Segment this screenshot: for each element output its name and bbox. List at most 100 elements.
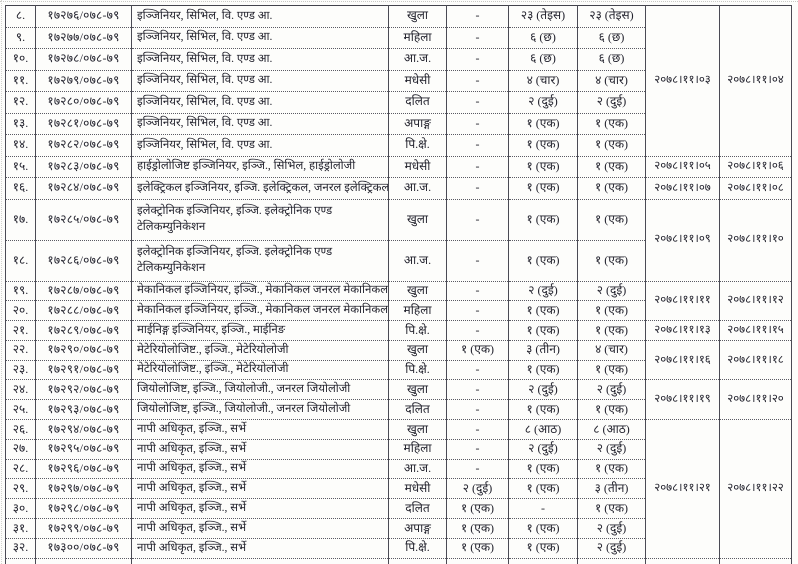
cell-quota-total: २३ (तेइस): [577, 5, 646, 28]
cell-category: पि.क्षे.: [388, 320, 447, 341]
cell-quota-b: ३ (तीन): [508, 339, 578, 361]
cell-serial-number: १२.: [5, 91, 36, 114]
table-row: १०. १७२७८/०७८-७९ इञ्जिनियर, सिभिल, वि. एण्…: [5, 48, 792, 71]
cell-exam-date-1: २०७८।११।१६: [645, 339, 720, 381]
cell-advert-number: १७२९३/०७८-७९: [35, 399, 132, 421]
cell-position-title: मेकानिकल इञ्जिनियर, इञ्जि., मेकानिकल जनर…: [131, 280, 389, 302]
cell-position-title: मेकानिकल इञ्जिनियर, इञ्जि., मेकानिकल जनर…: [131, 300, 389, 322]
cell-quota-b: १ (एक): [508, 300, 578, 322]
cell-serial-number: ९.: [5, 26, 36, 49]
cell-quota-b: १ (एक): [508, 458, 578, 480]
cell-exam-date-2: २०७८।११।१५: [719, 320, 792, 341]
scan-gridline-left: [1, 0, 2, 564]
cell-quota-b: ६ (छ): [508, 48, 578, 71]
cell-position-title: नापी अधिकृत, इञ्जि., सर्भे: [131, 458, 389, 480]
cell-quota-b: १ (एक): [508, 399, 578, 421]
cell-exam-date-1: २०७८।११।११: [645, 280, 720, 322]
cell-serial-number: २५.: [5, 399, 36, 421]
cell-empty: [35, 557, 132, 564]
table-row: २०. १७२८८/०७८-७९ मेकानिकल इञ्जिनियर, इञ्जि…: [5, 300, 792, 322]
cell-quota-a: -: [446, 320, 509, 341]
cell-serial-number: ११.: [5, 69, 36, 92]
cell-quota-b: २ (दुई): [508, 438, 578, 460]
cell-serial-number: १८.: [5, 239, 36, 282]
cell-quota-total: १ (एक): [577, 198, 646, 241]
cell-quota-b: २ (दुई): [508, 280, 578, 302]
cell-position-title: नापी अधिकृत, इञ्जि., सर्भे: [131, 478, 389, 500]
cell-quota-a: -: [446, 5, 509, 28]
table-row: ३२. १७३००/०७८-७९ नापी अधिकृत, इञ्जि., सर्भ…: [5, 537, 792, 559]
cell-empty: [577, 557, 646, 564]
cell-quota-total: १ (एक): [577, 134, 646, 157]
table-row: १८. १७२८६/०७८-७९ इलेक्ट्रोनिक इञ्जिनियर, इ…: [5, 239, 792, 282]
cell-position-title: नापी अधिकृत, इञ्जि., सर्भे: [131, 498, 389, 520]
cell-exam-date-2: २०७८।११।२२: [719, 419, 792, 559]
cell-category: दलित: [388, 91, 447, 114]
cell-serial-number: १६.: [5, 177, 36, 200]
cell-quota-total: १ (एक): [577, 112, 646, 135]
cell-advert-number: १७२९६/०७८-७९: [35, 458, 132, 480]
cell-position-title: हाईड्रोलोजिष्ट इञ्जिनियर, इञ्जि., सिभिल,…: [131, 155, 389, 178]
cell-category: मधेसी: [388, 69, 447, 92]
table-row: २२. १७२९०/०७८-७९ मेटेरियोलोजिष्ट., इञ्जि.,…: [5, 339, 792, 381]
vacancy-table-body: ८. १७२७६/०७८-७९ इञ्जिनियर, सिभिल, वि. एण्ड…: [5, 5, 792, 564]
cell-quota-a: १ (एक): [446, 518, 509, 539]
cell-quota-a: -: [446, 48, 509, 71]
cell-category: खुला: [388, 5, 447, 28]
cell-position-title: इलेक्ट्रोनिक इञ्जिनियर, इञ्जि. इलेक्ट्रो…: [131, 239, 389, 282]
cell-category: खुला: [388, 339, 447, 361]
cell-quota-a: -: [446, 239, 509, 282]
scan-gridline-top: [0, 1, 798, 2]
cell-exam-date-2: २०७८।११।०४: [719, 5, 792, 157]
cell-position-title: इञ्जिनियर, सिभिल, वि. एण्ड आ.: [131, 26, 389, 49]
cell-position-title: नापी अधिकृत, इञ्जि., सर्भे: [131, 438, 389, 460]
cell-quota-b: १ (एक): [508, 478, 578, 500]
cell-empty: [645, 557, 720, 564]
cell-advert-number: १७२७९/०७८-७९: [35, 69, 132, 92]
cell-advert-number: १७२८५/०७८-७९: [35, 198, 132, 241]
cell-quota-total: २ (दुई): [577, 438, 646, 460]
cell-advert-number: १७२९५/०७८-७९: [35, 438, 132, 460]
cell-serial-number: १७.: [5, 198, 36, 241]
cell-quota-b: १ (एक): [508, 359, 578, 381]
cell-quota-b: ४ (चार): [508, 69, 578, 92]
cell-empty: [5, 557, 36, 564]
table-row: १४. १७२८२/०७८-७९ इञ्जिनियर, सिभिल, वि. एण्…: [5, 134, 792, 157]
cell-exam-date-1: २०७८।११।०५: [645, 155, 720, 178]
cell-position-title: इञ्जिनियर, सिभिल, वि. एण्ड आ.: [131, 91, 389, 114]
cell-advert-number: १७२९७/०७८-७९: [35, 478, 132, 500]
cell-serial-number: २४.: [5, 379, 36, 401]
table-row: ३१. १७२९९/०७८-७९ नापी अधिकृत, इञ्जि., सर्भ…: [5, 518, 792, 539]
cell-exam-date-1: २०७८।११।२१: [645, 419, 720, 559]
table-row: २७. १७२९५/०७८-७९ नापी अधिकृत, इञ्जि., सर्भ…: [5, 438, 792, 460]
cell-quota-b: २ (दुई): [508, 379, 578, 401]
cell-exam-date-2: २०७८।११।१२: [719, 280, 792, 322]
cell-quota-total: ६ (छ): [577, 26, 646, 49]
cell-serial-number: २२.: [5, 339, 36, 361]
table-row: २६. १७२९४/०७८-७९ नापी अधिकृत, इञ्जि., सर्भ…: [5, 419, 792, 559]
cell-quota-a: २ (दुई): [446, 478, 509, 500]
cell-serial-number: १३.: [5, 112, 36, 135]
cell-quota-total: ४ (चार): [577, 339, 646, 361]
cell-quota-a: -: [446, 419, 509, 440]
cell-serial-number: २०.: [5, 300, 36, 322]
table-row: ३०. १७२९८/०७८-७९ नापी अधिकृत, इञ्जि., सर्भ…: [5, 498, 792, 520]
cell-category: पि.क्षे.: [388, 134, 447, 157]
cell-quota-a: -: [446, 438, 509, 460]
table-row: १२. १७२८०/०७८-७९ इञ्जिनियर, सिभिल, वि. एण्…: [5, 91, 792, 114]
cell-quota-a: १ (एक): [446, 498, 509, 520]
table-row: २५. १७२९३/०७८-७९ जियोलोजिष्ट, इञ्जि., जियो…: [5, 399, 792, 421]
cell-quota-total: १ (एक): [577, 498, 646, 520]
cell-serial-number: २९.: [5, 478, 36, 500]
cell-category: आ.ज.: [388, 239, 447, 282]
cell-advert-number: १७२८४/०७८-७९: [35, 177, 132, 200]
cell-position-title: इलेक्ट्रोनिक इञ्जिनियर, इञ्जि. इलेक्ट्रो…: [131, 198, 389, 241]
cell-exam-date-1: २०७८।११।०३: [645, 5, 720, 157]
cell-quota-b: २ (दुई): [508, 91, 578, 114]
cell-empty: [131, 557, 389, 564]
cell-quota-a: -: [446, 155, 509, 178]
cell-quota-b: १ (एक): [508, 239, 578, 282]
cell-category: पि.क्षे.: [388, 537, 447, 559]
cell-position-title: जियोलोजिष्ट, इञ्जि., जियोलोजी., जनरल जिय…: [131, 399, 389, 421]
